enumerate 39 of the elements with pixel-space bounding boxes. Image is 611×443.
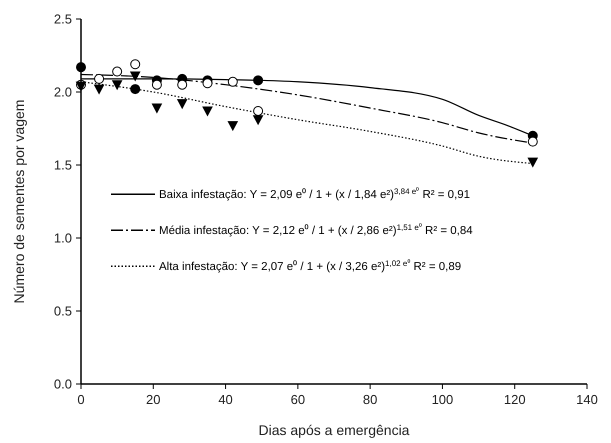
y-tick-label: 1.0 — [54, 230, 72, 246]
x-tick-label: 40 — [218, 392, 233, 407]
point — [130, 71, 140, 81]
point — [228, 76, 238, 87]
x-tick-label: 20 — [146, 392, 161, 407]
y-tick-label: 0.0 — [54, 376, 72, 392]
legend-label: Média infestação: Y = 2,12 e⁰ / 1 + (x / 2,86 e²)$^{1,51 e⁰}$ R² = 0,84 — [159, 222, 474, 238]
y-tick-label: 2.0 — [54, 84, 72, 100]
point — [228, 121, 238, 131]
point — [528, 136, 538, 147]
x-tick-label: 140 — [576, 392, 598, 407]
point — [253, 106, 264, 116]
y-axis-title: Número de sementes por vagem — [11, 100, 27, 304]
x-tick-label: 80 — [362, 392, 378, 407]
point — [528, 158, 538, 168]
point — [152, 104, 162, 114]
point — [253, 115, 264, 125]
point — [130, 84, 140, 94]
legend-label: Alta infestação: Y = 2,07 e⁰ / 1 + (x / 3,26 e²)$^{1,02 e⁰}$ R² = 0,89 — [159, 258, 462, 274]
x-tick-label: 100 — [432, 392, 454, 407]
point — [253, 75, 264, 86]
x-tick-label: 60 — [290, 392, 306, 407]
point — [130, 59, 140, 70]
y-tick-label: 2.5 — [54, 12, 72, 26]
point — [202, 78, 212, 88]
point — [94, 84, 104, 94]
x-tick-label: 0 — [77, 392, 85, 407]
y-tick-label: 1.5 — [54, 158, 72, 172]
point — [152, 80, 162, 90]
legend-label: Baixa infestação: Y = 2,09 e⁰ / 1 + (x / 1,84 e²)$^{3,84 e⁰}$ R² = 0,91 — [159, 186, 470, 202]
x-tick-label: 120 — [504, 392, 526, 407]
point — [177, 80, 188, 90]
point — [112, 80, 122, 90]
point — [202, 106, 212, 116]
point — [94, 74, 104, 84]
x-axis-title: Dias após a emergência — [258, 422, 410, 438]
point — [177, 99, 188, 109]
point — [112, 66, 122, 77]
y-tick-label: 0.5 — [54, 304, 72, 318]
